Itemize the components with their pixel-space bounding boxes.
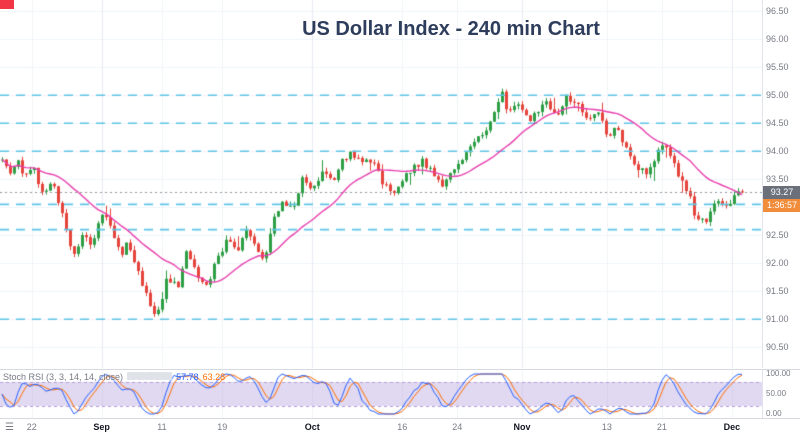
source-icon[interactable]	[145, 372, 155, 380]
indicator-header: Stoch RSI (3, 3, 14, 14, close) 57.78 63…	[3, 372, 225, 382]
indicator-scale-label: 100.00	[766, 369, 791, 378]
time-axis-label: 21	[656, 422, 667, 432]
close-icon[interactable]	[154, 372, 164, 380]
price-scale-label: 90.50	[766, 342, 789, 353]
time-axis-label: 13	[601, 422, 612, 432]
eye-icon[interactable]	[127, 372, 137, 380]
price-scale-label: 94.00	[766, 146, 789, 157]
candlestick-canvas[interactable]	[0, 0, 762, 368]
price-pane[interactable]: US Dollar Index - 240 min Chart	[0, 0, 762, 368]
price-scale[interactable]: 93.27 1:36:57 96.50 96.00 95.50 95.00 94.50 9…	[762, 0, 800, 368]
time-axis-label: 19	[217, 422, 228, 432]
stoch-k-value: 57.78	[176, 372, 199, 382]
stoch-rsi-pane[interactable]: Stoch RSI (3, 3, 14, 14, close) 57.78 63…	[0, 369, 762, 419]
price-scale-label: 92.00	[766, 258, 789, 269]
time-axis-label: 16	[397, 422, 408, 432]
price-scale-label: 95.50	[766, 62, 789, 73]
time-axis-label: Nov	[513, 422, 531, 432]
price-scale-label: 93.50	[766, 174, 789, 185]
last-price-badge: 93.27	[763, 186, 800, 200]
time-axis-label: Sep	[93, 422, 110, 432]
time-axis-label: 11	[157, 422, 167, 432]
indicator-scale[interactable]: 100.00 50.00 0.00	[762, 369, 800, 418]
time-axis-label: 22	[26, 422, 37, 432]
price-scale-label: 91.00	[766, 314, 789, 325]
indicator-title[interactable]: Stoch RSI (3, 3, 14, 14, close)	[3, 372, 124, 382]
indicator-scale-label: 0.00	[766, 409, 782, 418]
price-scale-label: 94.50	[766, 118, 789, 129]
brand-red-box	[0, 0, 14, 9]
price-scale-label: 91.50	[766, 286, 789, 297]
time-axis-label: Oct	[304, 422, 320, 432]
time-axis-label: 24	[452, 422, 463, 432]
price-scale-label: 96.00	[766, 34, 789, 45]
indicator-scale-label: 50.00	[766, 389, 787, 398]
price-scale-label: 92.50	[766, 230, 789, 241]
indicator-actions	[127, 372, 173, 382]
gear-icon[interactable]	[136, 372, 146, 380]
stoch-rsi-canvas[interactable]	[0, 370, 762, 419]
time-axis[interactable]: ☰ 22 Sep 11 19 Oct 16 24 Nov 13 21 Dec	[0, 418, 800, 435]
more-icon[interactable]	[163, 372, 173, 380]
chart-title: US Dollar Index - 240 min Chart	[302, 18, 600, 40]
price-scale-label: 96.50	[766, 6, 789, 17]
countdown-badge: 1:36:57	[763, 199, 800, 213]
price-scale-label: 95.00	[766, 90, 789, 101]
menu-icon[interactable]: ☰	[5, 422, 14, 433]
time-axis-label: Dec	[723, 422, 741, 432]
stoch-d-value: 63.28	[202, 372, 226, 382]
